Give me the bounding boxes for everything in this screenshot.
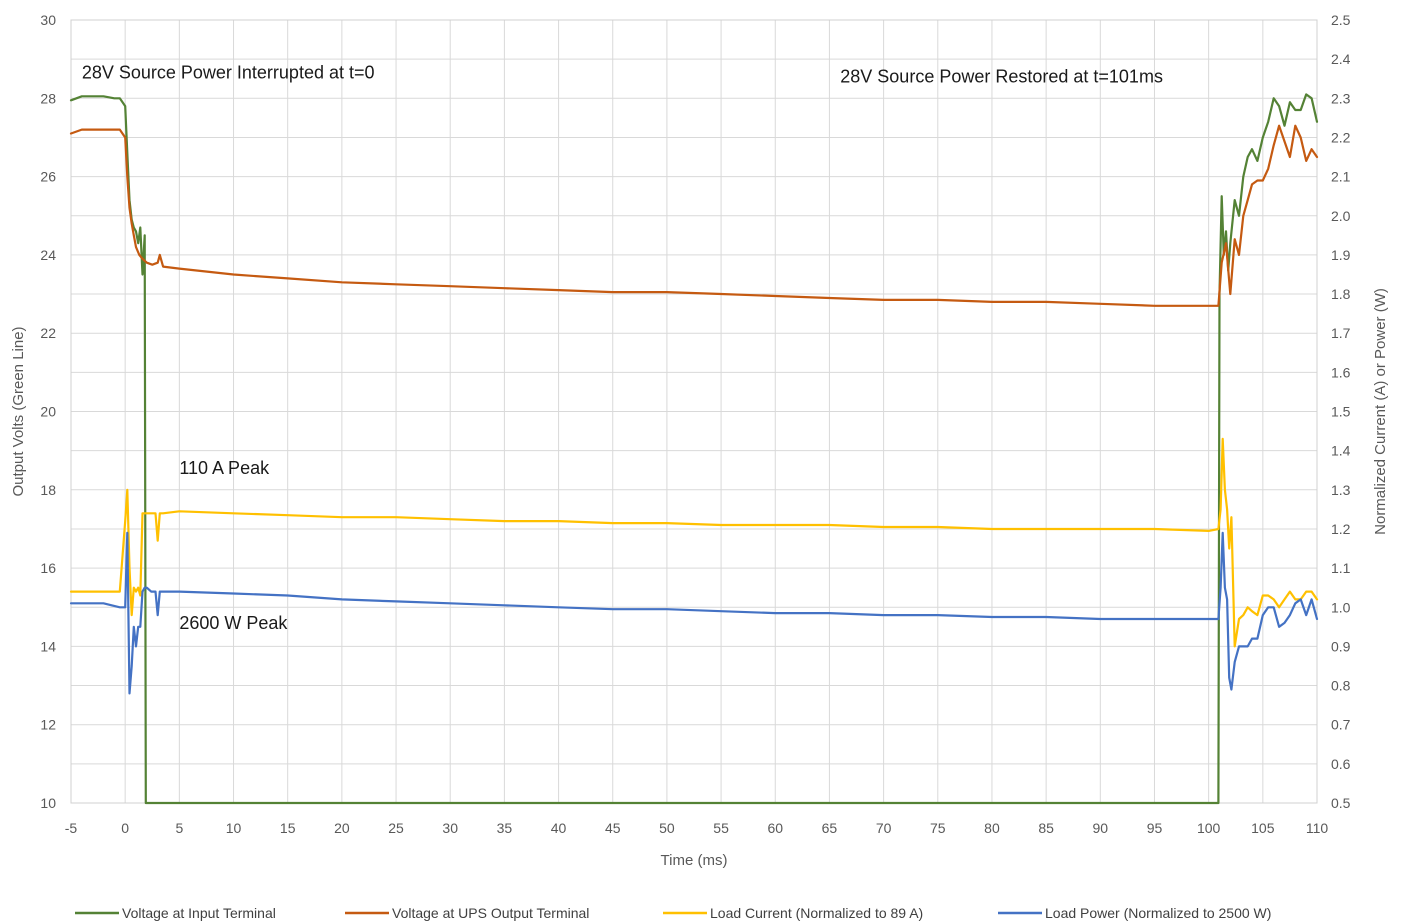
legend: Voltage at Input Terminal Voltage at UPS … bbox=[75, 905, 1271, 921]
series-lines bbox=[69, 93, 1319, 805]
series-line-2 bbox=[69, 437, 1319, 648]
y-left-tick-label: 24 bbox=[40, 247, 56, 263]
x-tick-label: -5 bbox=[65, 820, 78, 836]
x-tick-label: 95 bbox=[1147, 820, 1163, 836]
x-tick-label: 75 bbox=[930, 820, 946, 836]
y-right-tick-label: 0.8 bbox=[1331, 678, 1351, 694]
annotation: 28V Source Power Restored at t=101ms bbox=[840, 67, 1163, 87]
y-right-tick-label: 2.2 bbox=[1331, 129, 1351, 145]
y-right-tick-label: 2.4 bbox=[1331, 51, 1351, 67]
legend-label: Load Power (Normalized to 2500 W) bbox=[1045, 905, 1271, 921]
x-tick-label: 0 bbox=[121, 820, 129, 836]
x-tick-label: 100 bbox=[1197, 820, 1221, 836]
annotation: 28V Source Power Interrupted at t=0 bbox=[82, 63, 375, 83]
series-line-0 bbox=[69, 93, 1319, 805]
series-line-3 bbox=[69, 531, 1319, 695]
x-tick-label: 40 bbox=[551, 820, 567, 836]
grid bbox=[70, 19, 1318, 804]
legend-label: Load Current (Normalized to 89 A) bbox=[710, 905, 923, 921]
y-left-tick-label: 30 bbox=[40, 12, 56, 28]
y-right-tick-label: 0.9 bbox=[1331, 638, 1351, 654]
y-right-tick-label: 0.5 bbox=[1331, 795, 1351, 811]
x-tick-label: 15 bbox=[280, 820, 296, 836]
annotations: 28V Source Power Interrupted at t=0 28V S… bbox=[82, 63, 1163, 633]
x-tick-label: 55 bbox=[713, 820, 729, 836]
x-tick-label: 35 bbox=[497, 820, 513, 836]
x-tick-label: 60 bbox=[767, 820, 783, 836]
y-right-tick-label: 1.4 bbox=[1331, 443, 1351, 459]
y-left-tick-label: 12 bbox=[40, 717, 56, 733]
x-tick-label: 45 bbox=[605, 820, 621, 836]
y-right-tick-label: 1.1 bbox=[1331, 560, 1351, 576]
x-tick-label: 20 bbox=[334, 820, 350, 836]
x-tick-label: 30 bbox=[442, 820, 458, 836]
x-tick-label: 80 bbox=[984, 820, 1000, 836]
y-left-tick-label: 18 bbox=[40, 482, 56, 498]
legend-label: Voltage at Input Terminal bbox=[122, 905, 276, 921]
y-right-tick-label: 1.8 bbox=[1331, 286, 1351, 302]
x-tick-label: 85 bbox=[1038, 820, 1054, 836]
y-left-tick-label: 16 bbox=[40, 560, 56, 576]
y-right-tick-label: 1.9 bbox=[1331, 247, 1351, 263]
y-left-tick-label: 20 bbox=[40, 404, 56, 420]
x-tick-label: 65 bbox=[822, 820, 838, 836]
x-tick-label: 5 bbox=[175, 820, 183, 836]
x-tick-label: 105 bbox=[1251, 820, 1275, 836]
x-axis-title: Time (ms) bbox=[661, 852, 728, 869]
y-left-tick-label: 10 bbox=[40, 795, 56, 811]
y-right-tick-label: 1.0 bbox=[1331, 599, 1351, 615]
axis-ticks: -5 0 5 10 15 20 25 30 35 40 45 50 55 60 65 70 75 80 85 90 95… bbox=[40, 12, 1350, 836]
y-right-tick-label: 2.5 bbox=[1331, 12, 1351, 28]
y-right-tick-label: 1.6 bbox=[1331, 364, 1351, 380]
y-right-tick-label: 0.6 bbox=[1331, 756, 1351, 772]
y-axis-left-title: Output Volts (Green Line) bbox=[10, 326, 27, 496]
y-right-tick-label: 2.0 bbox=[1331, 208, 1351, 224]
y-right-tick-label: 0.7 bbox=[1331, 717, 1351, 733]
y-axis-right-title: Normalized Current (A) or Power (W) bbox=[1372, 288, 1389, 535]
y-right-tick-label: 1.7 bbox=[1331, 325, 1351, 341]
y-left-tick-label: 14 bbox=[40, 638, 56, 654]
annotation: 2600 W Peak bbox=[179, 613, 288, 633]
x-tick-label: 90 bbox=[1093, 820, 1109, 836]
annotation: 110 A Peak bbox=[179, 458, 270, 478]
legend-label: Voltage at UPS Output Terminal bbox=[392, 905, 589, 921]
x-tick-label: 25 bbox=[388, 820, 404, 836]
y-left-tick-label: 28 bbox=[40, 90, 56, 106]
x-tick-label: 10 bbox=[226, 820, 242, 836]
series-line-1 bbox=[69, 124, 1319, 307]
x-tick-label: 50 bbox=[659, 820, 675, 836]
y-right-tick-label: 2.3 bbox=[1331, 90, 1351, 106]
y-left-tick-label: 26 bbox=[40, 169, 56, 185]
x-tick-label: 70 bbox=[876, 820, 892, 836]
y-right-tick-label: 1.5 bbox=[1331, 404, 1351, 420]
y-left-tick-label: 22 bbox=[40, 325, 56, 341]
x-tick-label: 110 bbox=[1306, 820, 1329, 836]
y-right-tick-label: 1.2 bbox=[1331, 521, 1351, 537]
y-right-tick-label: 1.3 bbox=[1331, 482, 1351, 498]
y-right-tick-label: 2.1 bbox=[1331, 169, 1351, 185]
